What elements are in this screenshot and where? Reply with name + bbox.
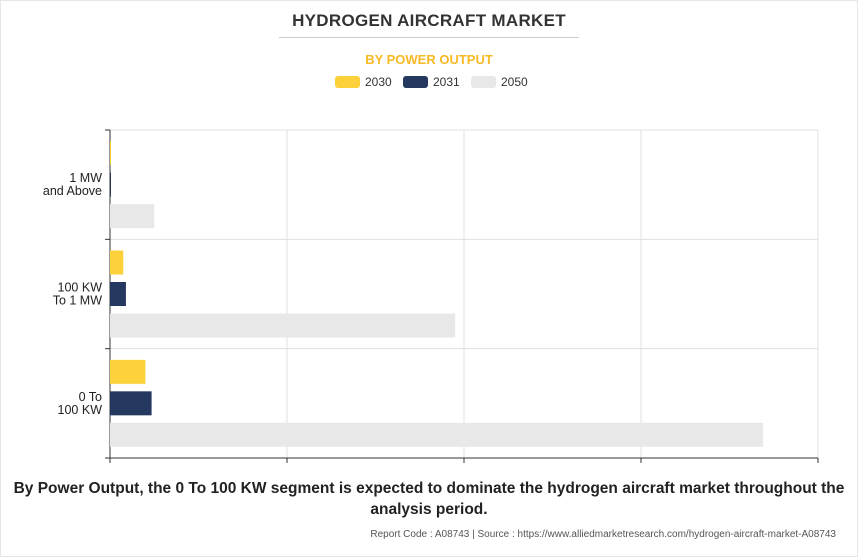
bar-2030-cat-2 bbox=[110, 359, 146, 384]
legend-label-2050: 2050 bbox=[501, 75, 528, 89]
legend: 2030 2031 2050 bbox=[0, 73, 858, 91]
bar-2050-cat-1 bbox=[110, 313, 456, 338]
bar-2030-cat-0 bbox=[110, 141, 111, 166]
legend-item-2050[interactable]: 2050 bbox=[471, 73, 528, 91]
y-tick-label-0: 1 MW and Above bbox=[43, 171, 102, 198]
legend-item-2031[interactable]: 2031 bbox=[403, 73, 460, 91]
chart-title: HYDROGEN AIRCRAFT MARKET bbox=[292, 11, 566, 30]
bar-2050-cat-0 bbox=[110, 204, 155, 229]
legend-label-2030: 2030 bbox=[365, 75, 392, 89]
chart-caption: By Power Output, the 0 To 100 KW segment… bbox=[13, 480, 845, 518]
y-tick-label-2: 0 To 100 KW bbox=[58, 390, 103, 417]
title-divider bbox=[279, 37, 579, 38]
y-tick-label-1: 100 KW To 1 MW bbox=[53, 281, 103, 308]
legend-label-2031: 2031 bbox=[433, 75, 460, 89]
source-note: Report Code : A08743 | Source : https://… bbox=[370, 529, 836, 540]
bar-2031-cat-1 bbox=[110, 282, 126, 306]
legend-swatch-2050 bbox=[471, 76, 496, 88]
bar-2030-cat-1 bbox=[110, 250, 124, 275]
legend-swatch-2030 bbox=[335, 76, 360, 88]
bar-2050-cat-2 bbox=[110, 422, 764, 447]
bar-2031-cat-2 bbox=[110, 391, 152, 416]
chart-subtitle: BY POWER OUTPUT bbox=[365, 52, 493, 67]
bar-chart-plot: 1 MW and Above 100 KW To 1 MW 0 To 100 KW bbox=[43, 129, 819, 463]
legend-swatch-2031 bbox=[403, 76, 428, 88]
bar-2031-cat-0 bbox=[110, 172, 111, 197]
legend-item-2030[interactable]: 2030 bbox=[335, 73, 392, 91]
